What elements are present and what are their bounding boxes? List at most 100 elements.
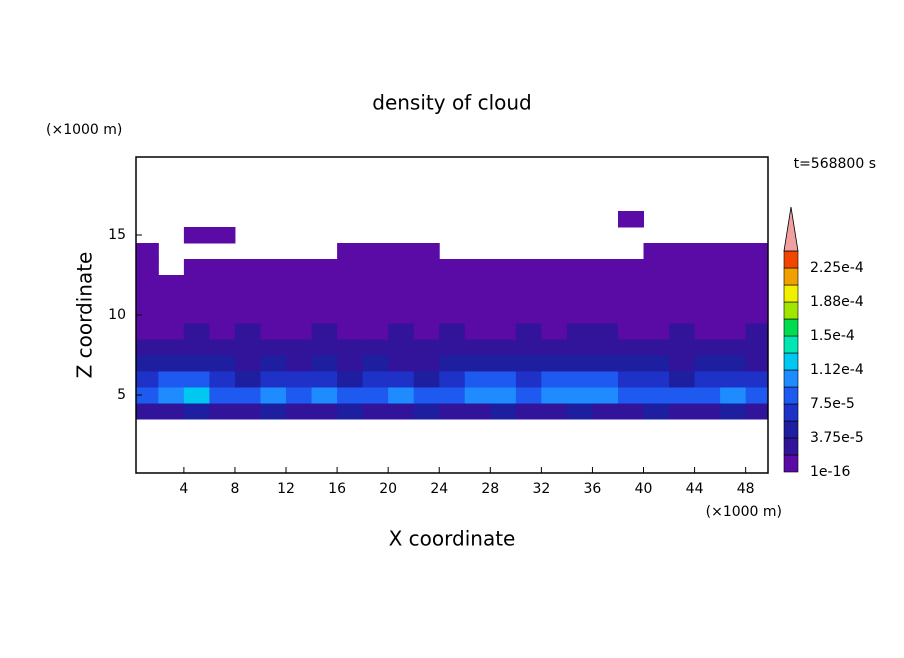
cell	[260, 403, 287, 420]
cell	[158, 307, 185, 324]
cell	[260, 371, 287, 388]
x-tick-label: 28	[481, 481, 499, 497]
cell	[260, 323, 287, 340]
time-annotation: t=568800 s	[794, 156, 876, 172]
colorbar-bin	[783, 454, 799, 473]
cell	[566, 355, 593, 372]
cell	[490, 323, 517, 340]
cell	[464, 291, 491, 308]
cell	[439, 339, 466, 356]
cell	[745, 275, 768, 292]
cell	[515, 339, 542, 356]
cell	[439, 275, 466, 292]
cell	[669, 387, 696, 404]
cell	[158, 387, 185, 404]
cell	[311, 323, 338, 340]
cell	[643, 387, 670, 404]
cell	[286, 387, 313, 404]
cell	[337, 275, 364, 292]
y-tick-label: 15	[108, 227, 126, 243]
cell	[183, 371, 210, 388]
cell	[592, 307, 619, 324]
cell	[515, 355, 542, 372]
cell	[541, 403, 568, 420]
cell	[515, 387, 542, 404]
cell	[183, 355, 210, 372]
cell	[720, 403, 747, 420]
cell	[362, 355, 389, 372]
cell	[286, 259, 313, 276]
cell	[669, 291, 696, 308]
cell	[592, 387, 619, 404]
cell	[413, 259, 440, 276]
cell	[464, 371, 491, 388]
colorbar-bin	[783, 386, 799, 405]
colorbar-extension	[783, 206, 799, 252]
cell	[388, 387, 415, 404]
cell	[515, 323, 542, 340]
cell	[234, 403, 261, 420]
cell	[286, 275, 313, 292]
cell	[694, 371, 721, 388]
cell	[413, 371, 440, 388]
cell	[439, 355, 466, 372]
cell	[439, 307, 466, 324]
colorbar-bin	[783, 403, 799, 422]
cell	[566, 387, 593, 404]
cell	[158, 291, 185, 308]
cell	[541, 355, 568, 372]
cell	[362, 307, 389, 324]
cell	[337, 243, 364, 260]
colorbar-bin	[783, 352, 799, 371]
cell	[388, 371, 415, 388]
cell	[311, 291, 338, 308]
x-tick-label: 40	[635, 481, 653, 497]
cell	[592, 259, 619, 276]
cell	[286, 307, 313, 324]
cell	[311, 259, 338, 276]
cell	[694, 387, 721, 404]
cell	[388, 291, 415, 308]
cell	[566, 371, 593, 388]
cell	[311, 403, 338, 420]
cell	[515, 371, 542, 388]
cell	[337, 387, 364, 404]
cell	[617, 323, 645, 340]
cell	[234, 291, 261, 308]
cell	[669, 243, 696, 260]
cell	[209, 371, 236, 388]
cell	[643, 371, 670, 388]
y-tick-label: 10	[108, 307, 126, 323]
cell	[617, 339, 645, 356]
cell	[464, 355, 491, 372]
cell	[439, 291, 466, 308]
cell	[260, 387, 287, 404]
cell	[234, 339, 261, 356]
cell	[388, 259, 415, 276]
cell	[183, 275, 210, 292]
cell	[183, 291, 210, 308]
cell	[362, 259, 389, 276]
cell	[311, 355, 338, 372]
cell	[617, 307, 645, 324]
cell	[183, 307, 210, 324]
cell	[541, 259, 568, 276]
cell	[515, 403, 542, 420]
cell	[720, 387, 747, 404]
cell	[413, 307, 440, 324]
cell	[592, 291, 619, 308]
cell	[515, 259, 542, 276]
cell	[234, 355, 261, 372]
cell	[260, 307, 287, 324]
cell	[541, 275, 568, 292]
cell	[260, 355, 287, 372]
cell	[694, 291, 721, 308]
cell	[464, 387, 491, 404]
cell	[720, 339, 747, 356]
cell	[158, 339, 185, 356]
cell	[694, 259, 721, 276]
cell	[388, 323, 415, 340]
cell	[136, 355, 159, 372]
y-axis-label: Z coordinate	[73, 252, 97, 379]
